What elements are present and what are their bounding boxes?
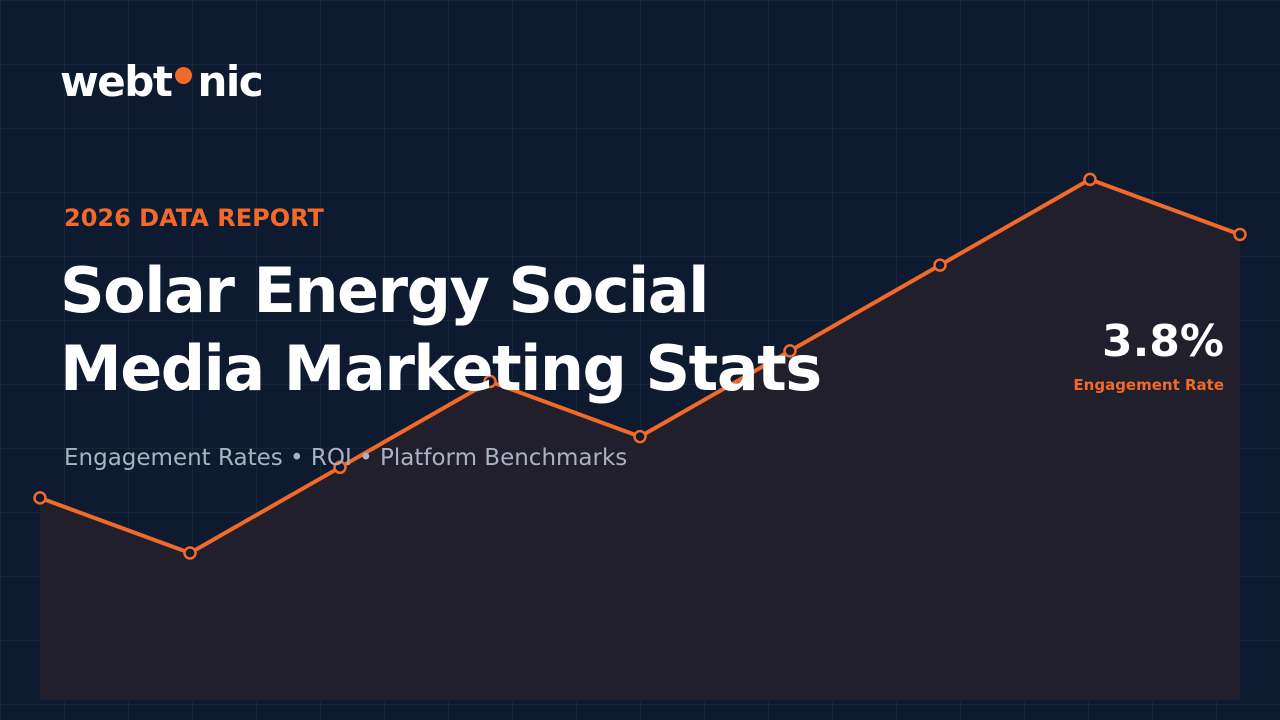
highlight-stat-value: 3.8% (1101, 316, 1224, 367)
logo-text-right: nic (197, 57, 263, 106)
chart-point-2 (183, 546, 197, 560)
chart-point-9 (1233, 227, 1247, 242)
chart-point-5 (633, 429, 647, 444)
page-title: Solar Energy Social Media Marketing Stat… (60, 252, 960, 408)
highlight-stat-label: Engagement Rate (1073, 376, 1224, 394)
title-line-1: Solar Energy Social (60, 254, 709, 327)
chart-point-6 (783, 344, 797, 358)
webtonic-logo[interactable]: webt nic (60, 46, 264, 106)
chart-point-1 (33, 491, 47, 505)
chart-point-8 (1083, 172, 1097, 187)
chart-point-7 (933, 258, 947, 272)
chart-point-4 (483, 374, 497, 389)
chart-points (33, 172, 1247, 560)
report-subtitle: Engagement Rates • ROI • Platform Benchm… (64, 445, 628, 471)
logo-text-left: webt (60, 57, 173, 106)
report-eyebrow: 2026 DATA REPORT (64, 204, 324, 232)
chart-point-3 (333, 460, 347, 475)
title-line-2: Media Marketing Stats (60, 332, 822, 405)
logo-dot-icon (171, 46, 197, 96)
